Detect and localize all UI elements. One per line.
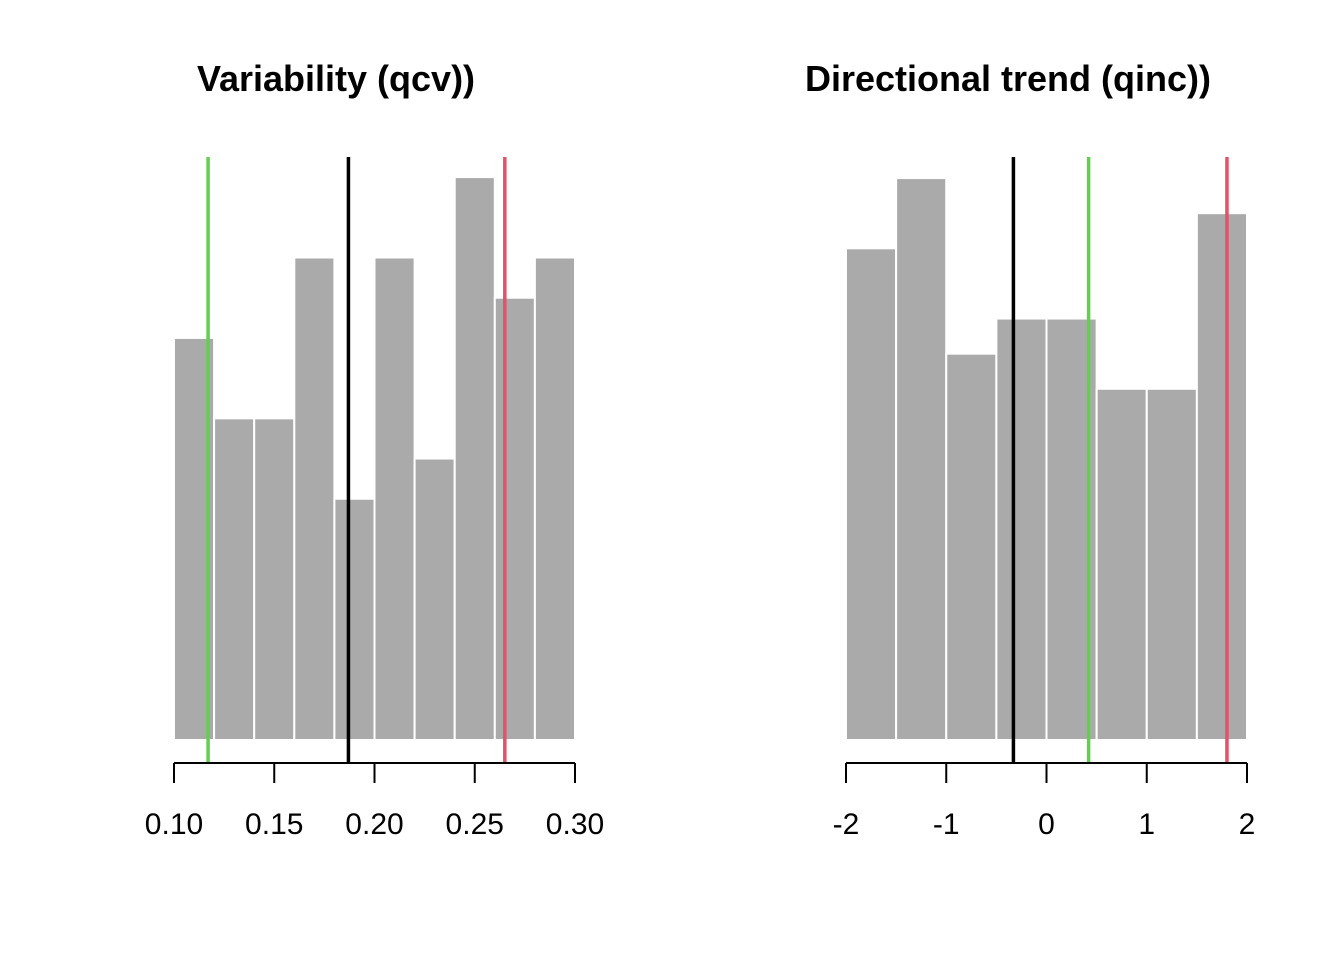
- x-tick-label: 0.20: [345, 808, 403, 841]
- histogram-bar: [373, 256, 416, 741]
- histogram-bar: [895, 177, 948, 742]
- histogram-directional-trend: -2 -1 0 1 2: [833, 157, 1256, 841]
- x-tick-label: 0.15: [245, 808, 303, 841]
- histogram-bar: [413, 457, 456, 741]
- x-tick-label: -2: [833, 808, 860, 841]
- histogram-bar: [945, 352, 998, 741]
- histogram-bar: [533, 256, 577, 741]
- histogram-bar: [845, 247, 898, 741]
- histogram-panel-directional-trend: Directional trend (qinc)) -2 -1 0 1 2: [672, 0, 1344, 960]
- x-tick-label: 0: [1038, 808, 1055, 841]
- x-tick-label: 0.30: [546, 808, 604, 841]
- histogram-bar: [453, 176, 496, 741]
- histogram-variability: 0.10 0.15 0.20 0.25 0.30: [145, 157, 604, 841]
- x-tick-label: -1: [933, 808, 960, 841]
- histogram-bar: [493, 296, 536, 741]
- histogram-bar: [1145, 387, 1198, 741]
- x-tick-label: 0.25: [446, 808, 504, 841]
- x-tick-label: 1: [1138, 808, 1155, 841]
- histogram-bar: [333, 497, 376, 741]
- histogram-bar: [213, 417, 256, 741]
- histogram-bar: [253, 417, 296, 741]
- histogram-bar: [1095, 387, 1148, 741]
- x-tick-label: 2: [1239, 808, 1256, 841]
- histogram-bar: [293, 256, 336, 741]
- histogram-panel-variability: Variability (qcv)) 0.10 0.15 0.20 0.25 0.30: [145, 58, 604, 841]
- x-tick-label: 0.10: [145, 808, 203, 841]
- chart-title: Variability (qcv)): [196, 58, 476, 99]
- chart-title: Directional trend (qinc)): [804, 58, 1212, 99]
- histogram-bar: [1195, 212, 1248, 742]
- histogram-bar: [995, 317, 1048, 741]
